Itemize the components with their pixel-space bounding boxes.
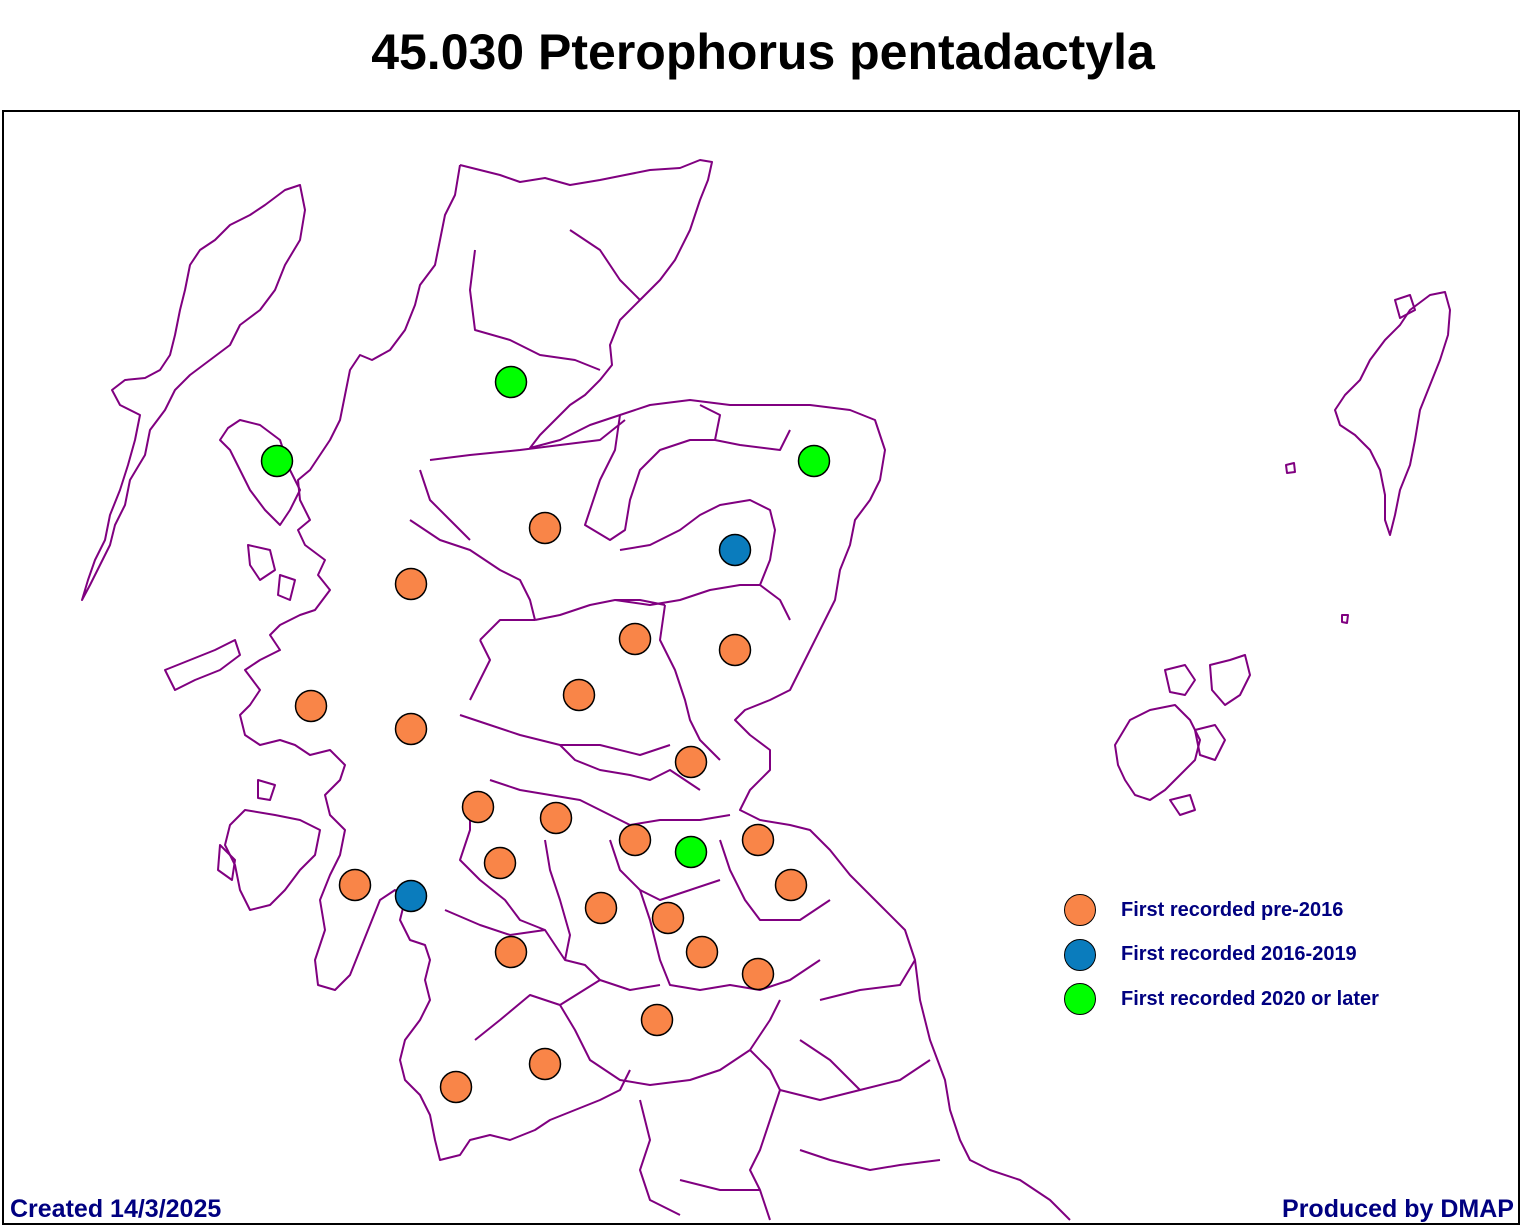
record-dot (394, 567, 428, 601)
record-dot (674, 745, 708, 779)
record-dot (584, 891, 618, 925)
record-dot (539, 801, 573, 835)
record-dot (294, 689, 328, 723)
record-dot (718, 533, 752, 567)
record-dot (685, 935, 719, 969)
legend-swatch-green (1064, 983, 1096, 1016)
record-dot (461, 790, 495, 824)
shetland-islands (1334, 291, 1451, 536)
record-dot (260, 444, 294, 478)
legend-label: First recorded 2020 or later (1121, 987, 1379, 1010)
legend-item-2020-later: First recorded 2020 or later (1064, 977, 1379, 1022)
map-title: 45.030 Pterophorus pentadactyla (371, 24, 1155, 80)
record-dot (483, 846, 517, 880)
record-dot (439, 1070, 473, 1104)
record-dot (674, 835, 708, 869)
record-dot (741, 823, 775, 857)
record-dot (562, 678, 596, 712)
legend-swatch-blue (1064, 938, 1096, 971)
record-dot (718, 633, 752, 667)
legend-item-pre-2016: First recorded pre-2016 (1064, 888, 1379, 933)
record-dot (528, 511, 562, 545)
record-dot (741, 957, 775, 991)
record-dot (394, 712, 428, 746)
map-frame (2, 110, 1520, 1225)
created-date: Created 14/3/2025 (10, 1195, 222, 1223)
producer-credit: Produced by DMAP (1282, 1195, 1514, 1223)
record-dot (394, 879, 428, 913)
record-dot (797, 444, 831, 478)
record-dot (494, 935, 528, 969)
west-coast (239, 164, 631, 1161)
record-dot (774, 868, 808, 902)
skye-island (219, 419, 301, 526)
record-dot (640, 1003, 674, 1037)
record-dot (651, 901, 685, 935)
record-dot (618, 622, 652, 656)
map-legend: First recorded pre-2016 First recorded 2… (1064, 888, 1379, 1022)
record-dot (338, 868, 372, 902)
legend-label: First recorded 2016-2019 (1121, 943, 1357, 966)
mainland-coastline (459, 159, 1071, 1221)
record-dot (618, 823, 652, 857)
record-dot (528, 1047, 562, 1081)
legend-label: First recorded pre-2016 (1121, 898, 1344, 921)
orkney-islands (1114, 704, 1201, 801)
legend-item-2016-2019: First recorded 2016-2019 (1064, 933, 1379, 978)
record-dot (494, 365, 528, 399)
outer-hebrides (81, 184, 306, 601)
legend-swatch-orange (1064, 894, 1096, 927)
